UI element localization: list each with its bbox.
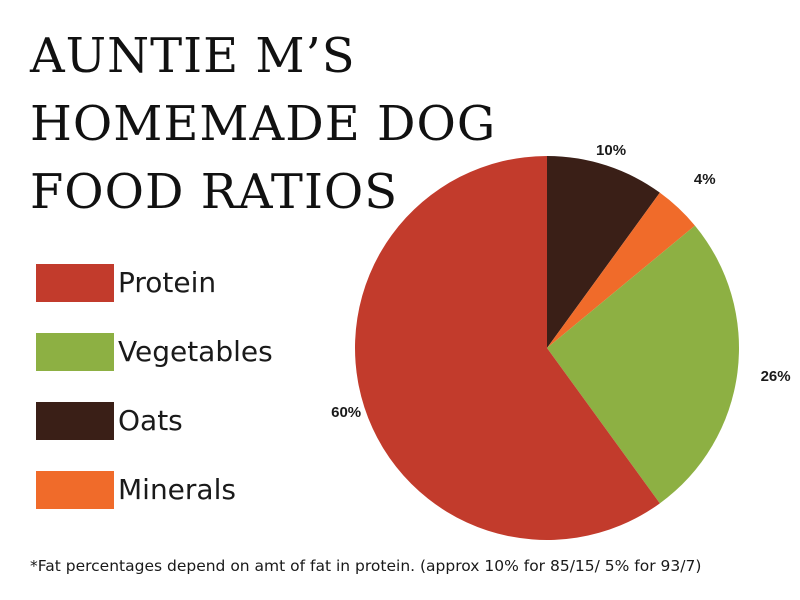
legend-swatch-vegetables (36, 333, 114, 371)
legend-label-minerals: Minerals (118, 473, 236, 506)
pie-data-labels: 10% 4% 26% 60% (331, 142, 790, 421)
pie-slice-oats (547, 156, 660, 348)
legend: Protein Vegetables Oats Minerals (36, 264, 296, 540)
legend-swatch-minerals (36, 471, 114, 509)
chart-title: AUNTIE M’S HOMEMADE DOG FOOD RATIOS (30, 22, 496, 226)
legend-label-protein: Protein (118, 266, 217, 299)
title-line-1: AUNTIE M’S (30, 28, 356, 84)
pie-slice-protein (355, 156, 660, 540)
legend-swatch-protein (36, 264, 114, 302)
title-line-2: HOMEMADE DOG (30, 96, 497, 152)
footnote: *Fat percentages depend on amt of fat in… (30, 557, 702, 575)
legend-item-protein: Protein (36, 264, 296, 302)
pie-slice-minerals (547, 192, 695, 348)
title-line-3: FOOD RATIOS (30, 164, 399, 220)
legend-label-oats: Oats (118, 404, 183, 437)
legend-item-oats: Oats (36, 402, 296, 440)
pie-slices (355, 156, 739, 540)
data-label-vegetables: 26% (761, 368, 791, 385)
data-label-protein: 60% (331, 404, 361, 421)
legend-swatch-oats (36, 402, 114, 440)
legend-item-minerals: Minerals (36, 471, 296, 509)
legend-item-vegetables: Vegetables (36, 333, 296, 371)
pie-slice-vegetables (547, 225, 739, 504)
legend-label-vegetables: Vegetables (118, 335, 273, 368)
data-label-oats: 10% (596, 142, 626, 159)
data-label-minerals: 4% (694, 171, 716, 188)
